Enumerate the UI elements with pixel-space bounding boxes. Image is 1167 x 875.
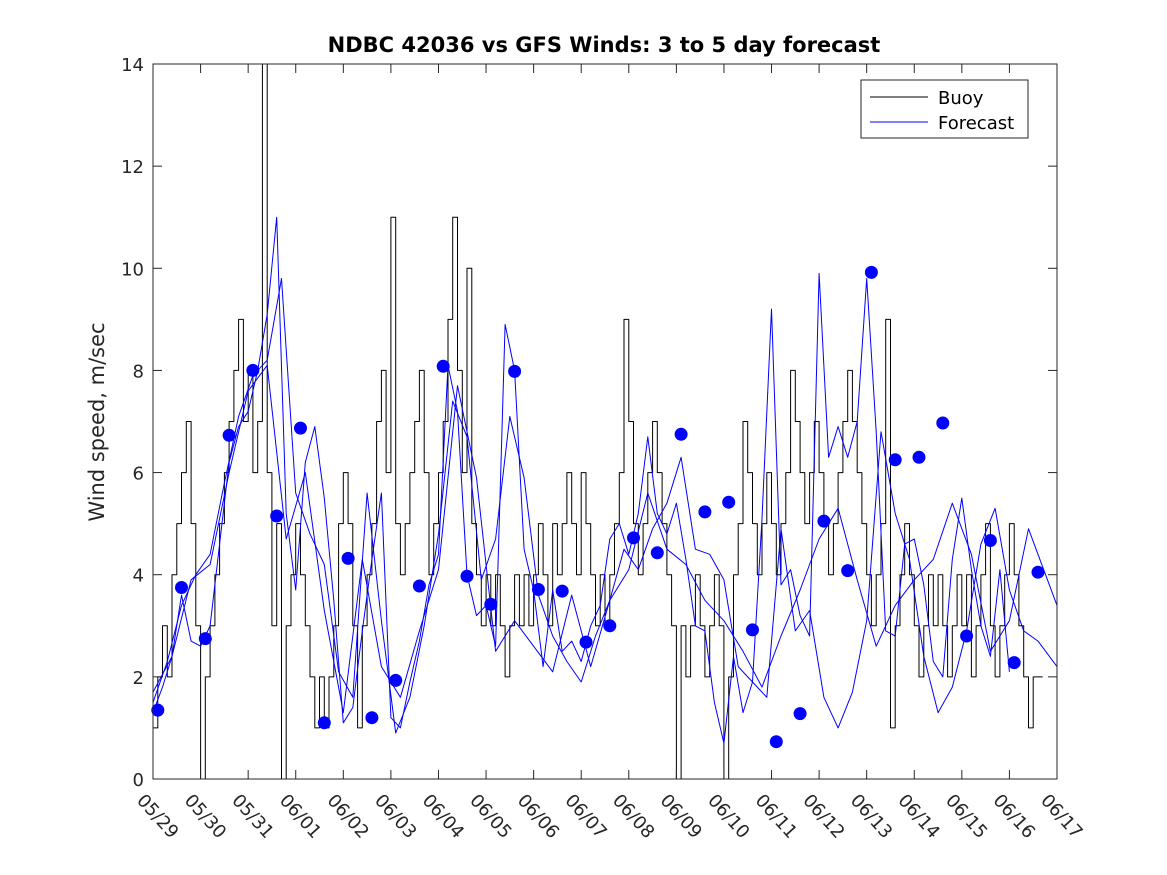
marker-layer	[151, 265, 1045, 749]
forecast-marker-point	[222, 428, 236, 442]
series-layer	[153, 64, 1057, 779]
forecast-marker-point	[484, 597, 498, 611]
forecast-marker-point	[1007, 656, 1021, 670]
forecast-marker-point	[983, 534, 997, 547]
y-tick-label: 14	[121, 55, 144, 76]
forecast-marker-point	[198, 632, 212, 646]
y-tick-label: 2	[133, 668, 144, 689]
forecast-series-line-2	[153, 278, 1057, 734]
y-tick-label: 10	[121, 259, 144, 280]
forecast-marker-point	[746, 623, 759, 637]
forecast-marker-point	[508, 364, 522, 378]
forecast-marker-point	[341, 551, 355, 565]
forecast-marker-point	[531, 583, 545, 596]
forecast-marker-point	[912, 450, 926, 464]
forecast-marker-point	[817, 514, 831, 528]
forecast-marker-point	[1031, 565, 1045, 579]
forecast-marker-point	[793, 707, 807, 721]
forecast-marker-point	[460, 569, 474, 583]
forecast-marker-point	[698, 505, 712, 519]
forecast-marker-point	[389, 673, 403, 687]
forecast-marker-point	[722, 495, 736, 509]
y-tick-label: 12	[121, 157, 144, 178]
forecast-marker-point	[436, 359, 450, 373]
forecast-marker-point	[294, 421, 307, 435]
forecast-marker-point	[650, 546, 664, 560]
forecast-marker-point	[674, 427, 688, 441]
forecast-marker-point	[960, 629, 974, 643]
forecast-marker-point	[317, 716, 331, 730]
y-tick-label: 0	[133, 770, 144, 791]
plot-area-frame	[152, 63, 1058, 780]
forecast-marker-point	[841, 564, 855, 578]
y-axis-label: Wind speed, m/sec	[85, 322, 109, 521]
forecast-marker-point	[555, 584, 569, 598]
legend-label-forecast: Forecast	[938, 113, 1014, 134]
forecast-marker-point	[769, 735, 783, 749]
y-axis: 0 2 4 6 8 10 12 14	[121, 55, 1057, 791]
legend: Buoy Forecast	[860, 79, 1029, 139]
legend-label-buoy: Buoy	[938, 88, 984, 109]
legend-box	[860, 79, 1029, 139]
forecast-marker-point	[627, 531, 640, 545]
forecast-marker-point	[412, 579, 426, 593]
buoy-series-line	[153, 64, 1043, 779]
forecast-marker-point	[936, 416, 950, 430]
forecast-marker-point	[579, 635, 593, 649]
forecast-series-line-1	[153, 216, 1010, 744]
y-tick-label: 4	[133, 566, 144, 587]
y-tick-label: 6	[133, 464, 144, 485]
forecast-marker-point	[175, 581, 188, 594]
forecast-series-line-3	[153, 364, 1057, 714]
forecast-marker-point	[151, 703, 165, 717]
y-tick-label: 8	[133, 361, 144, 382]
forecast-marker-point	[888, 453, 902, 467]
chart-title: NDBC 42036 vs GFS Winds: 3 to 5 day fore…	[328, 33, 881, 57]
forecast-marker-point	[864, 265, 878, 279]
forecast-marker-point	[365, 711, 379, 725]
forecast-marker-point	[270, 509, 284, 523]
forecast-marker-point	[603, 619, 617, 633]
forecast-marker-point	[246, 363, 260, 377]
